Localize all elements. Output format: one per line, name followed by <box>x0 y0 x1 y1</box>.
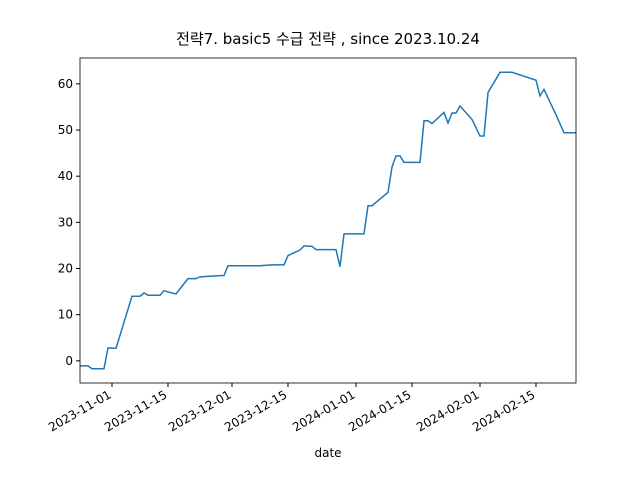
x-axis-label: date <box>314 446 341 460</box>
x-tick-label: 2023-11-01 <box>46 387 113 434</box>
plot-frame <box>79 57 577 384</box>
y-tick-label: 20 <box>58 262 73 276</box>
y-tick-label: 30 <box>58 215 73 229</box>
x-tick-label: 2024-02-01 <box>414 387 481 434</box>
x-tick-label: 2024-01-15 <box>346 387 413 434</box>
chart-title: 전략7. basic5 수급 전략 , since 2023.10.24 <box>176 30 480 48</box>
y-tick-label: 40 <box>58 169 73 183</box>
x-tick-label: 2023-12-15 <box>222 387 289 434</box>
y-tick-label: 60 <box>58 77 73 91</box>
y-tick-label: 50 <box>58 123 73 137</box>
y-tick-label: 0 <box>65 354 73 368</box>
x-tick-label: 2023-11-15 <box>102 387 169 434</box>
x-tick-label: 2024-01-01 <box>290 387 357 434</box>
line-series <box>80 71 576 370</box>
x-tick-label: 2023-12-01 <box>166 387 233 434</box>
x-tick-label: 2024-02-15 <box>470 387 537 434</box>
y-tick-label: 10 <box>58 308 73 322</box>
